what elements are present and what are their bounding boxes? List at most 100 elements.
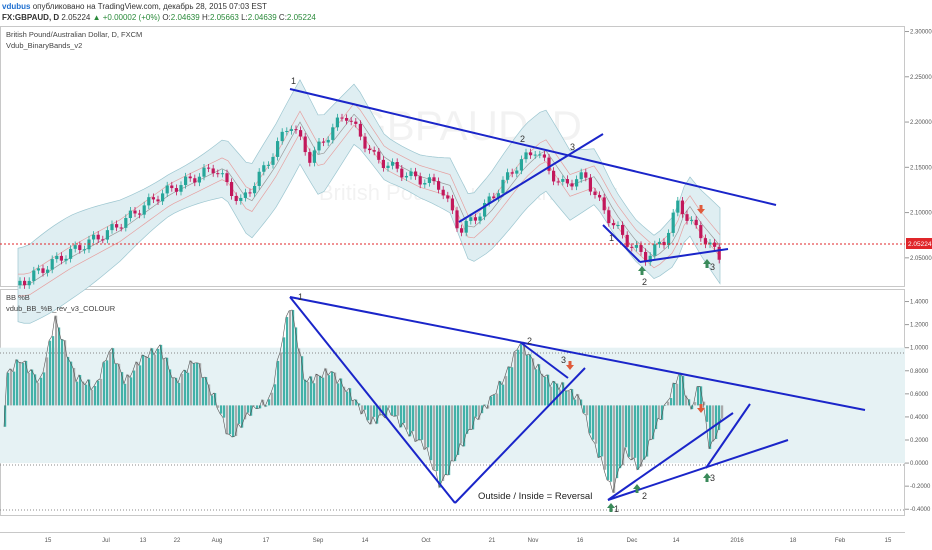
candle-body [593, 191, 597, 195]
pb-bar [130, 377, 133, 406]
pb-bar [157, 348, 160, 406]
time-tick-label: 21 [489, 538, 496, 544]
reversal-note: Outside / Inside = Reversal [478, 491, 592, 502]
pb-bar [310, 376, 313, 406]
pb-bar [301, 356, 304, 406]
candle-body [455, 210, 459, 229]
time-tick-label: 22 [174, 538, 181, 544]
pb-bar [235, 405, 238, 436]
pb-bar [718, 405, 721, 431]
pb-bar [508, 366, 511, 406]
candle-body [717, 246, 721, 260]
pb-bar [67, 356, 70, 406]
candle-body [487, 196, 491, 204]
candle-body [27, 280, 31, 286]
pb-bar [643, 405, 646, 460]
pb-bar [679, 372, 682, 406]
pb-bar [112, 348, 115, 406]
pb-bar [556, 383, 559, 406]
pb-trendline-a [607, 412, 734, 501]
pb-bar [475, 405, 478, 417]
pb-label-3: 3 [561, 355, 566, 365]
pb-bar [283, 337, 286, 406]
candle-body [317, 141, 321, 151]
pb-bar [637, 405, 640, 470]
candle-body [285, 130, 289, 132]
pb-bar [676, 383, 679, 406]
pb-bar [52, 336, 55, 406]
pb-bar [640, 405, 643, 467]
candle-body [299, 130, 303, 137]
pb-bar [511, 367, 514, 406]
pb-bar [394, 405, 397, 417]
pb-label-5: 2 [642, 491, 647, 501]
pb-bar [451, 405, 454, 461]
pb-tick-label: 1.4000 [910, 300, 929, 306]
candle-body [243, 192, 247, 198]
pb-bar [355, 399, 358, 406]
candle-body [312, 150, 316, 163]
pb-bar [715, 405, 718, 439]
indicator-trendlines [289, 296, 866, 504]
pb-bar [649, 405, 652, 441]
pb-tick-label: -0.4000 [910, 507, 931, 513]
bollinger-bands [17, 79, 721, 324]
pb-bar [202, 377, 205, 406]
candle-body [257, 171, 261, 186]
pb-bar [304, 379, 307, 406]
candle-body [345, 117, 349, 121]
author-link[interactable]: vdubus [2, 2, 31, 11]
arrow-up-icon [703, 473, 711, 482]
pb-bar [160, 344, 163, 406]
candle-body [492, 196, 496, 199]
wave-labels: 1 2 3 1 2 3 1 2 3 1 2 3 [291, 76, 715, 514]
time-tick-label: 15 [45, 538, 52, 544]
candle-body [156, 199, 160, 202]
candle-body [50, 259, 54, 270]
pb-bar [445, 405, 448, 475]
pb-bar [574, 399, 577, 406]
pb-bar [256, 405, 259, 409]
pb-bar [292, 309, 295, 406]
pb-bar [622, 405, 625, 466]
pb-bar [364, 405, 367, 410]
pb-bar [547, 374, 550, 406]
candle-body [280, 131, 284, 142]
candle-body [349, 120, 353, 122]
pb-bar [358, 403, 361, 406]
candle-body [556, 181, 560, 183]
price-tick-label: 2.25000 [910, 75, 932, 81]
pb-bar [382, 405, 385, 415]
pb-bar [631, 405, 634, 461]
h-label: H: [201, 13, 210, 22]
candle-body [653, 244, 657, 256]
pb-bar [43, 372, 46, 406]
candle-body [584, 172, 588, 178]
pb-tick-label: 0.4000 [910, 415, 929, 421]
candle-body [248, 192, 252, 194]
pb-bar [181, 373, 184, 406]
pb-bar [178, 382, 181, 406]
pb-bar [517, 349, 520, 406]
label-top-2: 2 [520, 134, 525, 144]
pb-bar [661, 405, 664, 420]
pb-bar [415, 405, 418, 442]
pb-bar [340, 378, 343, 406]
candle-body [529, 152, 533, 156]
pb-bar [505, 376, 508, 406]
indicator-name: Vdub_BinaryBands_v2 [6, 41, 83, 50]
pb-bar [391, 405, 394, 416]
candle-body [703, 238, 707, 245]
pb-bar [673, 382, 676, 406]
pb-bar [37, 382, 40, 406]
candle-body [690, 219, 694, 221]
candle-body [680, 200, 684, 215]
last-price: 2.05224 [61, 13, 91, 22]
time-tick-label: Dec [627, 538, 638, 544]
pb-bar [307, 381, 310, 406]
candle-body [404, 175, 408, 178]
pb-bar [40, 377, 43, 406]
candle-body [400, 168, 404, 178]
pb-bar [628, 405, 631, 457]
